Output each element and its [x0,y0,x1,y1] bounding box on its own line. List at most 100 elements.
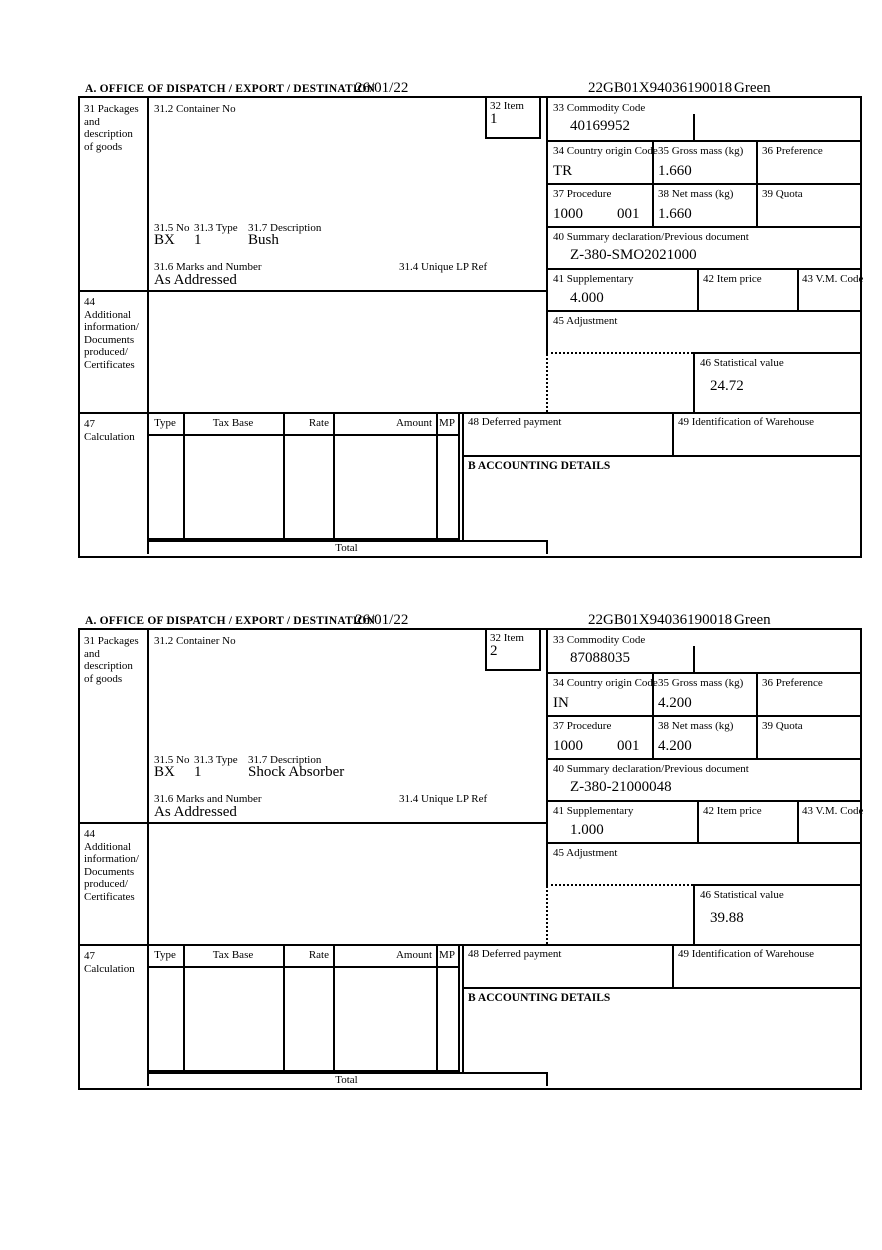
section-header: A. OFFICE OF DISPATCH / EXPORT / DESTINA… [78,612,862,628]
divider [333,944,335,1070]
container-no-label: 31.2 Container No [154,635,236,647]
unique-lp-ref-label: 31.4 Unique LP Ref [399,261,488,273]
routing-status: Green [734,80,771,96]
deferred-payment-label: 48 Deferred payment [468,416,562,428]
country-origin-label: 34 Country origin Code [553,677,658,689]
office-of-dispatch-label: A. OFFICE OF DISPATCH / EXPORT / DESTINA… [85,615,376,627]
divider [546,1072,548,1086]
package-type-value: 1 [194,232,202,248]
divider [333,412,335,538]
divider [652,140,654,226]
statistical-value: 39.88 [710,910,744,926]
divider [436,944,438,1070]
net-mass-value: 4.200 [658,738,692,754]
divider [80,944,860,946]
supplementary-value: 4.000 [570,290,604,306]
commodity-code-label: 33 Commodity Code [553,634,646,646]
additional-information-label: 44 Additional information/ Documents pro… [84,296,139,371]
preference-label: 36 Preference [762,677,823,689]
procedure-label: 37 Procedure [553,720,612,732]
divider [283,944,285,1070]
calc-tax-base-header: Tax Base [212,949,254,961]
deferred-payment-label: 48 Deferred payment [468,948,562,960]
divider [797,268,799,310]
supplementary-label: 41 Supplementary [553,805,634,817]
item-number-box: 32 Item 1 [485,98,541,139]
divider [546,842,860,844]
declaration-reference: 22GB01X94036190018 [588,612,733,628]
divider [147,966,460,968]
warehouse-id-label: 49 Identification of Warehouse [678,948,815,960]
divider [458,944,460,1070]
calculation-label: 47 Calculation [84,950,135,975]
divider [283,412,285,538]
description-value: Bush [248,232,279,248]
accounting-details-label: B ACCOUNTING DETAILS [468,992,611,1004]
declaration-date: 26/01/22 [355,612,409,628]
divider [546,800,860,802]
declaration-date: 26/01/22 [355,80,409,96]
calc-type-header: Type [154,417,176,429]
calc-mp-header: MP [439,417,455,429]
divider [80,412,860,414]
dotted-divider [546,352,693,354]
declaration-item-section: A. OFFICE OF DISPATCH / EXPORT / DESTINA… [78,80,863,558]
procedure-additional-value: 001 [617,738,640,754]
calculation-label: 47 Calculation [84,418,135,443]
divider [672,944,674,987]
divider [693,884,860,886]
divider [462,455,860,457]
divider [693,884,695,944]
divider [147,98,149,554]
quota-label: 39 Quota [762,720,803,732]
packages-description-label: 31 Packages and description of goods [84,103,139,153]
unique-lp-ref-label: 31.4 Unique LP Ref [399,793,488,805]
net-mass-value: 1.660 [658,206,692,222]
marks-number-value: As Addressed [154,804,237,820]
package-no-label: 31.5 No [154,754,190,766]
divider [147,630,149,1086]
description-label: 31.7 Description [248,754,322,766]
commodity-code-value: 40169952 [570,118,630,134]
calc-rate-header: Rate [308,417,329,429]
item-price-label: 42 Item price [703,273,762,285]
procedure-label: 37 Procedure [553,188,612,200]
procedure-value: 1000 [553,738,583,754]
commodity-code-label: 33 Commodity Code [553,102,646,114]
quota-label: 39 Quota [762,188,803,200]
gross-mass-label: 35 Gross mass (kg) [658,145,744,157]
calc-tax-base-header: Tax Base [212,417,254,429]
item-number-box: 32 Item 2 [485,630,541,671]
gross-mass-value: 4.200 [658,695,692,711]
divider [672,412,674,455]
divider [546,715,860,717]
divider [546,758,860,760]
supplementary-label: 41 Supplementary [553,273,634,285]
divider [546,226,860,228]
calc-type-header: Type [154,949,176,961]
warehouse-id-label: 49 Identification of Warehouse [678,416,815,428]
office-of-dispatch-label: A. OFFICE OF DISPATCH / EXPORT / DESTINA… [85,83,376,95]
preference-label: 36 Preference [762,145,823,157]
divider [697,268,699,310]
item-table: 32 Item 1 31 Packages and description of… [78,96,863,558]
divider [756,140,758,226]
description-value: Shock Absorber [248,764,345,780]
dotted-divider [546,354,548,412]
country-origin-value: IN [553,695,569,711]
package-no-value: BX [154,764,175,780]
country-origin-label: 34 Country origin Code [553,145,658,157]
divider [546,310,860,312]
previous-document-value: Z-380-21000048 [570,779,672,795]
previous-document-label: 40 Summary declaration/Previous document [553,763,749,775]
statistical-value-label: 46 Statistical value [700,357,784,369]
item-number-label: 32 Item [490,632,524,644]
divider [756,672,758,758]
net-mass-label: 38 Net mass (kg) [658,720,734,732]
divider [546,540,548,554]
divider [693,352,860,354]
divider [697,800,699,842]
declaration-item-section: A. OFFICE OF DISPATCH / EXPORT / DESTINA… [78,612,863,1090]
package-no-label: 31.5 No [154,222,190,234]
divider [693,352,695,412]
